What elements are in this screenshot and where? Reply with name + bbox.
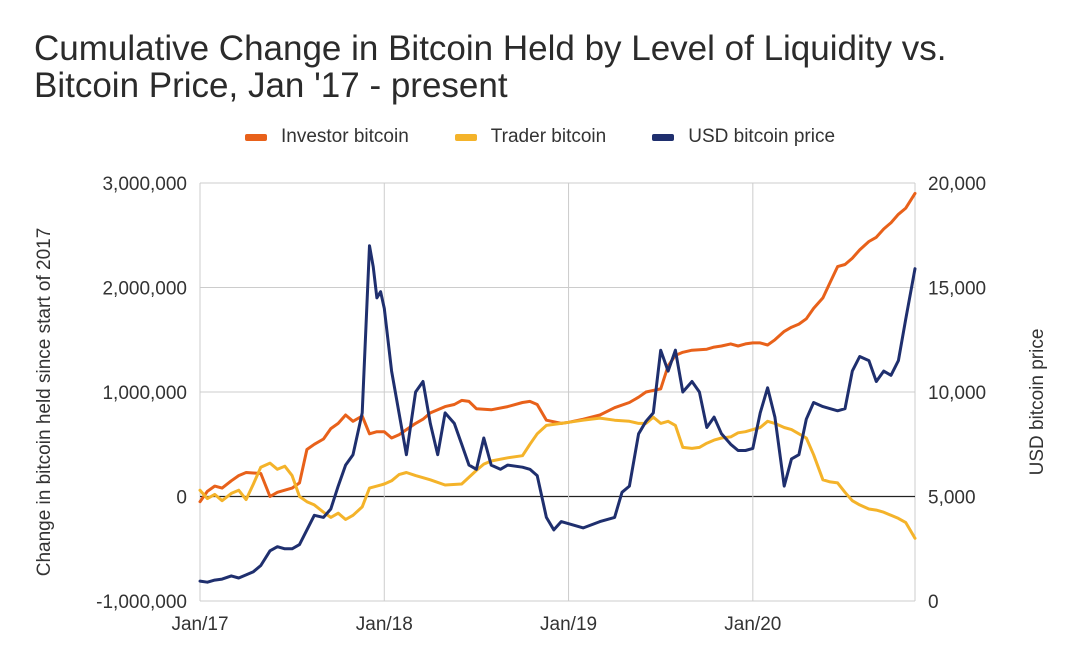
y-tick-label: -1,000,000 <box>96 592 187 613</box>
legend: Investor bitcoin Trader bitcoin USD bitc… <box>0 124 1080 150</box>
legend-item-investor: Investor bitcoin <box>244 126 409 148</box>
y-tick-label: 1,000,000 <box>102 383 187 404</box>
legend-item-trader: Trader bitcoin <box>454 126 607 148</box>
usd-price-line <box>198 244 917 584</box>
legend-label-trader: Trader bitcoin <box>490 126 607 147</box>
legend-label-investor: Investor bitcoin <box>280 126 409 147</box>
legend-item-price: USD bitcoin price <box>652 126 835 148</box>
y-tick-label: 0 <box>176 488 187 509</box>
y2-tick-label: 0 <box>928 592 939 613</box>
legend-label-price: USD bitcoin price <box>688 126 836 147</box>
legend-swatch-price <box>652 133 675 141</box>
legend-swatch-trader <box>454 133 477 141</box>
x-tick-label: Jan/17 <box>171 614 228 635</box>
y2-tick-label: 10,000 <box>928 383 986 404</box>
y-tick-label: 2,000,000 <box>102 279 187 300</box>
x-tick-label: Jan/18 <box>356 614 413 635</box>
trader-bitcoin-line <box>198 415 917 540</box>
y2-axis-title: USD bitcoin price <box>1027 329 1048 476</box>
investor-bitcoin-line <box>198 191 917 504</box>
legend-swatch-investor <box>244 133 267 141</box>
chart-title: Cumulative Change in Bitcoin Held by Lev… <box>34 29 947 105</box>
y2-tick-label: 5,000 <box>928 488 976 509</box>
y2-tick-label: 20,000 <box>928 174 986 195</box>
y-axis-title: Change in bitcoin held since start of 20… <box>34 228 55 577</box>
y-tick-label: 3,000,000 <box>102 174 187 195</box>
y2-tick-label: 15,000 <box>928 279 986 300</box>
x-tick-label: Jan/19 <box>540 614 597 635</box>
x-tick-label: Jan/20 <box>724 614 781 635</box>
